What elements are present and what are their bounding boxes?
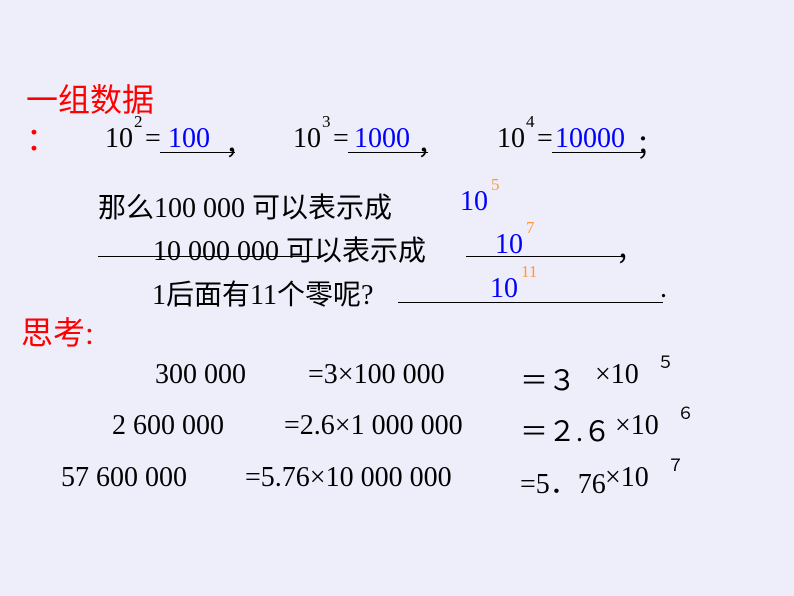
semicolon-1: ； <box>636 123 664 163</box>
ten-1: 10 <box>105 123 133 155</box>
colon-1: ： <box>26 114 58 160</box>
ten-2: 10 <box>293 123 321 155</box>
heading-think: 思考: <box>21 308 94 354</box>
exp-1: 2 <box>134 112 143 132</box>
r2c2: =2.6×1 000 000 <box>284 410 463 442</box>
line4-text: 1后面有11个零呢? <box>152 273 373 313</box>
exp-2: 3 <box>322 112 331 132</box>
r1c3-1: ＝３ <box>520 359 576 399</box>
line2-ans-exp: 5 <box>491 175 500 195</box>
r3c1: 57 600 000 <box>61 462 187 494</box>
r2c3-2: ×10 <box>615 410 659 442</box>
line4-period: . <box>660 273 667 305</box>
r3c3-2: ×10 <box>605 462 649 494</box>
line4-ans-base: 10 <box>490 273 518 305</box>
r2c3-1: ＝２.６ <box>520 410 611 450</box>
r2c1: 2 600 000 <box>112 410 224 442</box>
eq-3: = <box>537 123 553 155</box>
ul-1 <box>160 152 235 153</box>
r2c3-exp: ６ <box>677 399 694 424</box>
r3c3-1: =5．76 <box>520 462 606 502</box>
r1c2: =3×100 000 <box>308 359 445 391</box>
eq-1: = <box>145 123 161 155</box>
line4-ans-exp: 11 <box>521 262 537 282</box>
ans-1: 100 <box>168 123 210 155</box>
line2-ans-base: 10 <box>460 186 488 218</box>
line3-ans-exp: 7 <box>526 218 535 238</box>
ans-3: 10000 <box>555 123 625 155</box>
comma-2: ， <box>417 123 445 163</box>
r3c3-exp: ７ <box>667 451 684 476</box>
line3-comma: ， <box>616 229 644 269</box>
comma-1: ， <box>225 123 253 163</box>
r1c1: 300 000 <box>155 359 246 391</box>
eq-2: = <box>333 123 349 155</box>
ul-2 <box>348 152 428 153</box>
ten-3: 10 <box>497 123 525 155</box>
line2-text: 那么100 000 可以表示成 <box>98 186 392 226</box>
ans-2: 1000 <box>354 123 410 155</box>
r1c3-2: ×10 <box>595 359 639 391</box>
r3c2: =5.76×10 000 000 <box>245 462 452 494</box>
ul-line3 <box>466 256 623 257</box>
line3-text: 10 000 000 可以表示成 <box>153 229 426 269</box>
r1c3-exp: ５ <box>657 348 674 373</box>
exp-3: 4 <box>526 112 535 132</box>
ul-line4 <box>398 302 663 303</box>
ul-3 <box>552 152 644 153</box>
